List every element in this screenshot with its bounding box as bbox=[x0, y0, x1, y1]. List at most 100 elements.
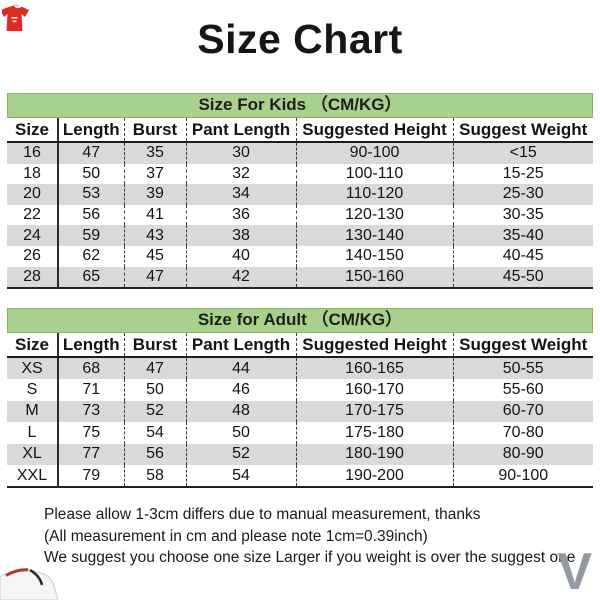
table-row: 22 56 41 36 120-130 30-35 bbox=[7, 204, 593, 226]
adult-table-head: Size Length Burst Pant Length Suggested Heig… bbox=[7, 333, 593, 358]
table-cell: 140-150 bbox=[295, 245, 453, 267]
table-cell: 24 bbox=[23, 226, 41, 244]
table-cell: 80-90 bbox=[452, 443, 593, 465]
column-header: Size bbox=[7, 333, 58, 358]
table-row: 18 50 37 32 100-110 15-25 bbox=[7, 163, 593, 185]
table-cell: 55-60 bbox=[452, 379, 593, 401]
column-header: Suggested Height bbox=[295, 333, 453, 358]
column-header: Suggested Height bbox=[295, 118, 453, 143]
table-cell: 47 bbox=[57, 142, 124, 164]
table-cell: 37 bbox=[123, 163, 186, 185]
table-row: S 71 50 46 160-170 55-60 bbox=[7, 379, 593, 401]
table-cell: 58 bbox=[123, 464, 186, 488]
table-cell: 22 bbox=[23, 206, 41, 224]
table-cell: 68 bbox=[57, 357, 124, 380]
table-cell: 79 bbox=[57, 464, 124, 488]
table-cell: 45 bbox=[123, 245, 186, 267]
table-cell: 56 bbox=[57, 204, 124, 226]
column-header: Burst bbox=[123, 333, 186, 358]
table-cell: 56 bbox=[123, 443, 186, 465]
table-cell: XS bbox=[21, 359, 43, 377]
table-cell: 100-110 bbox=[295, 163, 453, 185]
table-cell: 47 bbox=[123, 357, 186, 380]
table-row: XXL 79 58 54 190-200 90-100 bbox=[7, 464, 593, 488]
table-cell: 47 bbox=[123, 266, 186, 289]
table-cell: 160-170 bbox=[295, 379, 453, 401]
kids-table-head: Size Length Burst Pant Length Suggested Heig… bbox=[7, 118, 593, 143]
table-row: 24 59 43 38 130-140 35-40 bbox=[7, 225, 593, 246]
kids-size-table-section: Size For Kids （CM/KG） Size Length Burst Pan… bbox=[7, 93, 593, 290]
table-cell: 40 bbox=[185, 245, 296, 267]
table-cell: 34 bbox=[185, 184, 296, 205]
table-cell: 54 bbox=[123, 422, 186, 444]
table-cell: 50-55 bbox=[452, 357, 593, 380]
column-header: Pant Length bbox=[185, 118, 296, 143]
measurement-notes: Please allow 1-3cm differs due to manual… bbox=[44, 504, 575, 569]
table-row: 26 62 45 40 140-150 40-45 bbox=[7, 245, 593, 267]
table-row: XL 77 56 52 180-190 80-90 bbox=[7, 443, 593, 465]
table-cell: 41 bbox=[123, 204, 186, 226]
table-cell: 39 bbox=[123, 184, 186, 205]
table-row: M 73 52 48 170-175 60-70 bbox=[7, 400, 593, 423]
table-cell: 53 bbox=[57, 184, 124, 205]
table-cell: 30 bbox=[185, 142, 296, 164]
table-cell: 45-50 bbox=[452, 266, 593, 289]
table-cell: 175-180 bbox=[295, 422, 453, 444]
table-cell: 20 bbox=[23, 185, 41, 203]
table-cell: M bbox=[25, 402, 39, 420]
table-cell: 44 bbox=[185, 357, 296, 380]
table-cell: 60-70 bbox=[452, 400, 593, 423]
table-cell: 46 bbox=[185, 379, 296, 401]
column-header: Length bbox=[57, 333, 124, 358]
table-cell: 150-160 bbox=[295, 266, 453, 289]
table-row: 20 53 39 34 110-120 25-30 bbox=[7, 184, 593, 205]
jersey-photo-corner bbox=[0, 568, 58, 600]
adult-table-title: Size for Adult （CM/KG） bbox=[7, 308, 593, 333]
table-cell: 48 bbox=[185, 400, 296, 423]
table-cell: 25-30 bbox=[452, 184, 593, 205]
table-cell: 50 bbox=[123, 379, 186, 401]
column-header: Suggest Weight bbox=[452, 118, 593, 143]
table-cell: 77 bbox=[57, 443, 124, 465]
table-cell: 16 bbox=[23, 144, 41, 162]
table-cell: 43 bbox=[123, 225, 186, 246]
table-cell: <15 bbox=[452, 142, 593, 164]
column-header-row: Size Length Burst Pant Length Suggested Heig… bbox=[7, 118, 593, 143]
table-cell: 26 bbox=[23, 247, 41, 265]
table-cell: 52 bbox=[123, 400, 186, 423]
table-cell: 73 bbox=[57, 400, 124, 423]
table-cell: 50 bbox=[185, 422, 296, 444]
table-cell: XXL bbox=[16, 466, 48, 484]
kids-table-body: 16 47 35 30 90-100 <15 18 50 37 32 100-110 15-25 20 5… bbox=[7, 142, 593, 289]
column-header: Suggest Weight bbox=[452, 333, 593, 358]
kids-table-title: Size For Kids （CM/KG） bbox=[7, 93, 593, 118]
table-cell: 70-80 bbox=[452, 422, 593, 444]
note-line-2: (All measurement in cm and please note 1… bbox=[44, 527, 428, 545]
column-header: Pant Length bbox=[185, 333, 296, 358]
table-cell: L bbox=[27, 423, 37, 441]
page-title: Size Chart bbox=[197, 16, 403, 62]
table-row: XS 68 47 44 160-165 50-55 bbox=[7, 357, 593, 380]
table-cell: 35 bbox=[123, 142, 186, 164]
table-cell: 62 bbox=[57, 245, 124, 267]
column-header: Burst bbox=[123, 118, 186, 143]
table-cell: 35-40 bbox=[452, 225, 593, 246]
table-cell: 38 bbox=[185, 225, 296, 246]
table-cell: 54 bbox=[185, 464, 296, 488]
table-cell: 180-190 bbox=[295, 443, 453, 465]
table-cell: 90-100 bbox=[452, 464, 593, 488]
watermark-letter-v: V bbox=[557, 543, 592, 600]
table-cell: 50 bbox=[57, 163, 124, 185]
table-cell: 130-140 bbox=[295, 225, 453, 246]
table-cell: 36 bbox=[185, 204, 296, 226]
table-cell: 28 bbox=[23, 267, 41, 285]
table-cell: 110-120 bbox=[295, 184, 453, 205]
column-header: Length bbox=[57, 118, 124, 143]
note-line-3: We suggest you choose one size Larger if… bbox=[44, 549, 576, 567]
note-line-1: Please allow 1-3cm differs due to manual… bbox=[44, 506, 481, 523]
table-row: 28 65 47 42 150-160 45-50 bbox=[7, 266, 593, 289]
table-cell: 52 bbox=[185, 443, 296, 465]
table-cell: 120-130 bbox=[295, 204, 453, 226]
kids-size-table: Size Length Burst Pant Length Suggested Heig… bbox=[7, 118, 593, 290]
table-cell: 90-100 bbox=[295, 142, 453, 164]
